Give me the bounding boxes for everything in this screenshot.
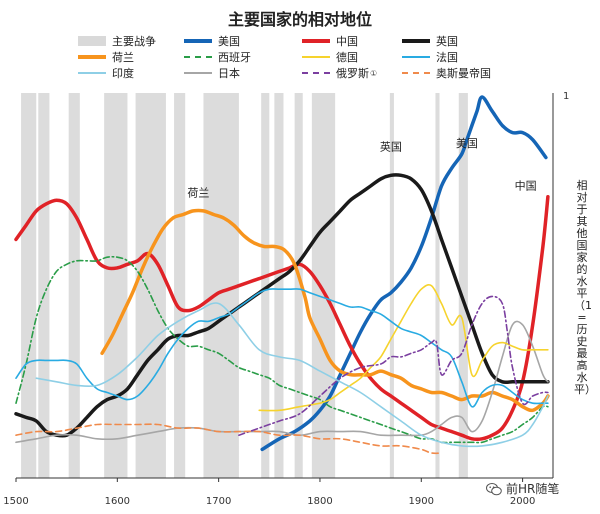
x-tick-label-1: 1600 <box>105 496 130 507</box>
watermark: 前HR随笔 <box>486 480 559 497</box>
legend-label-5: 西班牙 <box>218 51 251 64</box>
legend-label-9: 日本 <box>218 67 240 80</box>
legend-label-0: 主要战争 <box>112 35 156 48</box>
legend-label-11: 奥斯曼帝国 <box>436 67 491 80</box>
watermark-text: 前HR随笔 <box>506 482 560 496</box>
series-line-4 <box>15 255 549 444</box>
legend-label-1: 美国 <box>218 35 240 48</box>
legend-item-7: 法国 <box>402 50 458 64</box>
legend-swatch-11 <box>402 72 430 74</box>
war-band-4 <box>135 93 166 478</box>
war-band-6 <box>203 93 239 478</box>
war-band-7 <box>261 93 270 478</box>
legend-item-10: 俄罗斯 ① <box>302 66 377 80</box>
legend-item-9: 日本 <box>184 66 240 80</box>
series-line-5 <box>15 320 549 444</box>
legend-item-1: 美国 <box>184 34 240 48</box>
annotation-3: 中国 <box>515 180 537 193</box>
war-band-12 <box>435 93 440 478</box>
war-band-10 <box>311 93 336 478</box>
legend-swatch-1 <box>184 39 212 43</box>
legend-label-4: 荷兰 <box>112 51 134 64</box>
y-tick-label-0: 1 <box>563 91 569 102</box>
series-line-10 <box>15 423 443 455</box>
x-tick-label-0: 1500 <box>3 496 28 507</box>
series-line-2 <box>14 173 550 438</box>
war-band-0 <box>21 93 37 478</box>
legend-item-11: 奥斯曼帝国 <box>402 66 491 80</box>
legend-label-10: 俄罗斯 <box>336 67 369 80</box>
legend-swatch-8 <box>78 72 106 74</box>
legend-label-2: 中国 <box>336 35 358 48</box>
legend-item-3: 英国 <box>402 34 458 48</box>
war-band-5 <box>174 93 186 478</box>
legend-swatch-9 <box>184 72 212 74</box>
legend-swatch-5 <box>184 56 212 58</box>
legend-label-8: 印度 <box>112 67 134 80</box>
war-band-3 <box>104 93 128 478</box>
war-band-9 <box>294 93 303 478</box>
series-line-1 <box>14 194 550 441</box>
legend-item-5: 西班牙 <box>184 50 251 64</box>
legend-item-2: 中国 <box>302 34 358 48</box>
x-tick-label-2: 1700 <box>206 496 231 507</box>
legend-swatch-0 <box>78 36 106 46</box>
war-band-1 <box>38 93 50 478</box>
legend-swatch-10 <box>302 72 330 74</box>
annotation-1: 英国 <box>380 139 402 153</box>
x-tick-label-4: 1900 <box>409 496 434 507</box>
war-band-11 <box>389 93 394 478</box>
legend-item-6: 德国 <box>302 50 358 64</box>
legend-swatch-6 <box>302 56 330 58</box>
legend-item-8: 印度 <box>78 66 134 80</box>
chart-title: 主要国家的相对地位 <box>227 10 372 29</box>
legend-swatch-2 <box>302 39 330 43</box>
series-line-9 <box>35 302 549 448</box>
legend-swatch-3 <box>402 39 430 43</box>
chart-legend: 主要战争 美国 中国 英国荷兰 西班牙 德国 法国印度 日本 俄罗斯 ① 奥斯曼帝国 <box>78 34 518 84</box>
series-line-8 <box>238 295 549 436</box>
legend-item-4: 荷兰 <box>78 50 134 64</box>
series-line-7 <box>15 288 549 408</box>
annotation-2: 美国 <box>456 137 478 150</box>
annotation-0: 荷兰 <box>187 187 209 200</box>
legend-item-0: 主要战争 <box>78 34 156 48</box>
war-band-2 <box>68 93 80 478</box>
wechat-icon <box>486 482 502 495</box>
war-band-8 <box>274 93 284 478</box>
x-tick-label-3: 1800 <box>307 496 332 507</box>
legend-footnote-10: ① <box>370 68 378 78</box>
series-line-6 <box>258 284 549 412</box>
legend-label-7: 法国 <box>436 51 458 64</box>
war-band-13 <box>458 93 468 478</box>
series-line-3 <box>100 208 550 413</box>
x-tick-label-5: 2000 <box>510 496 535 507</box>
legend-label-6: 德国 <box>336 51 358 64</box>
legend-swatch-7 <box>402 56 430 58</box>
y-axis-label: 相对于其他国家的水平（1=历史最高水平） <box>574 179 596 396</box>
legend-swatch-4 <box>78 55 106 59</box>
legend-label-3: 英国 <box>436 35 458 48</box>
